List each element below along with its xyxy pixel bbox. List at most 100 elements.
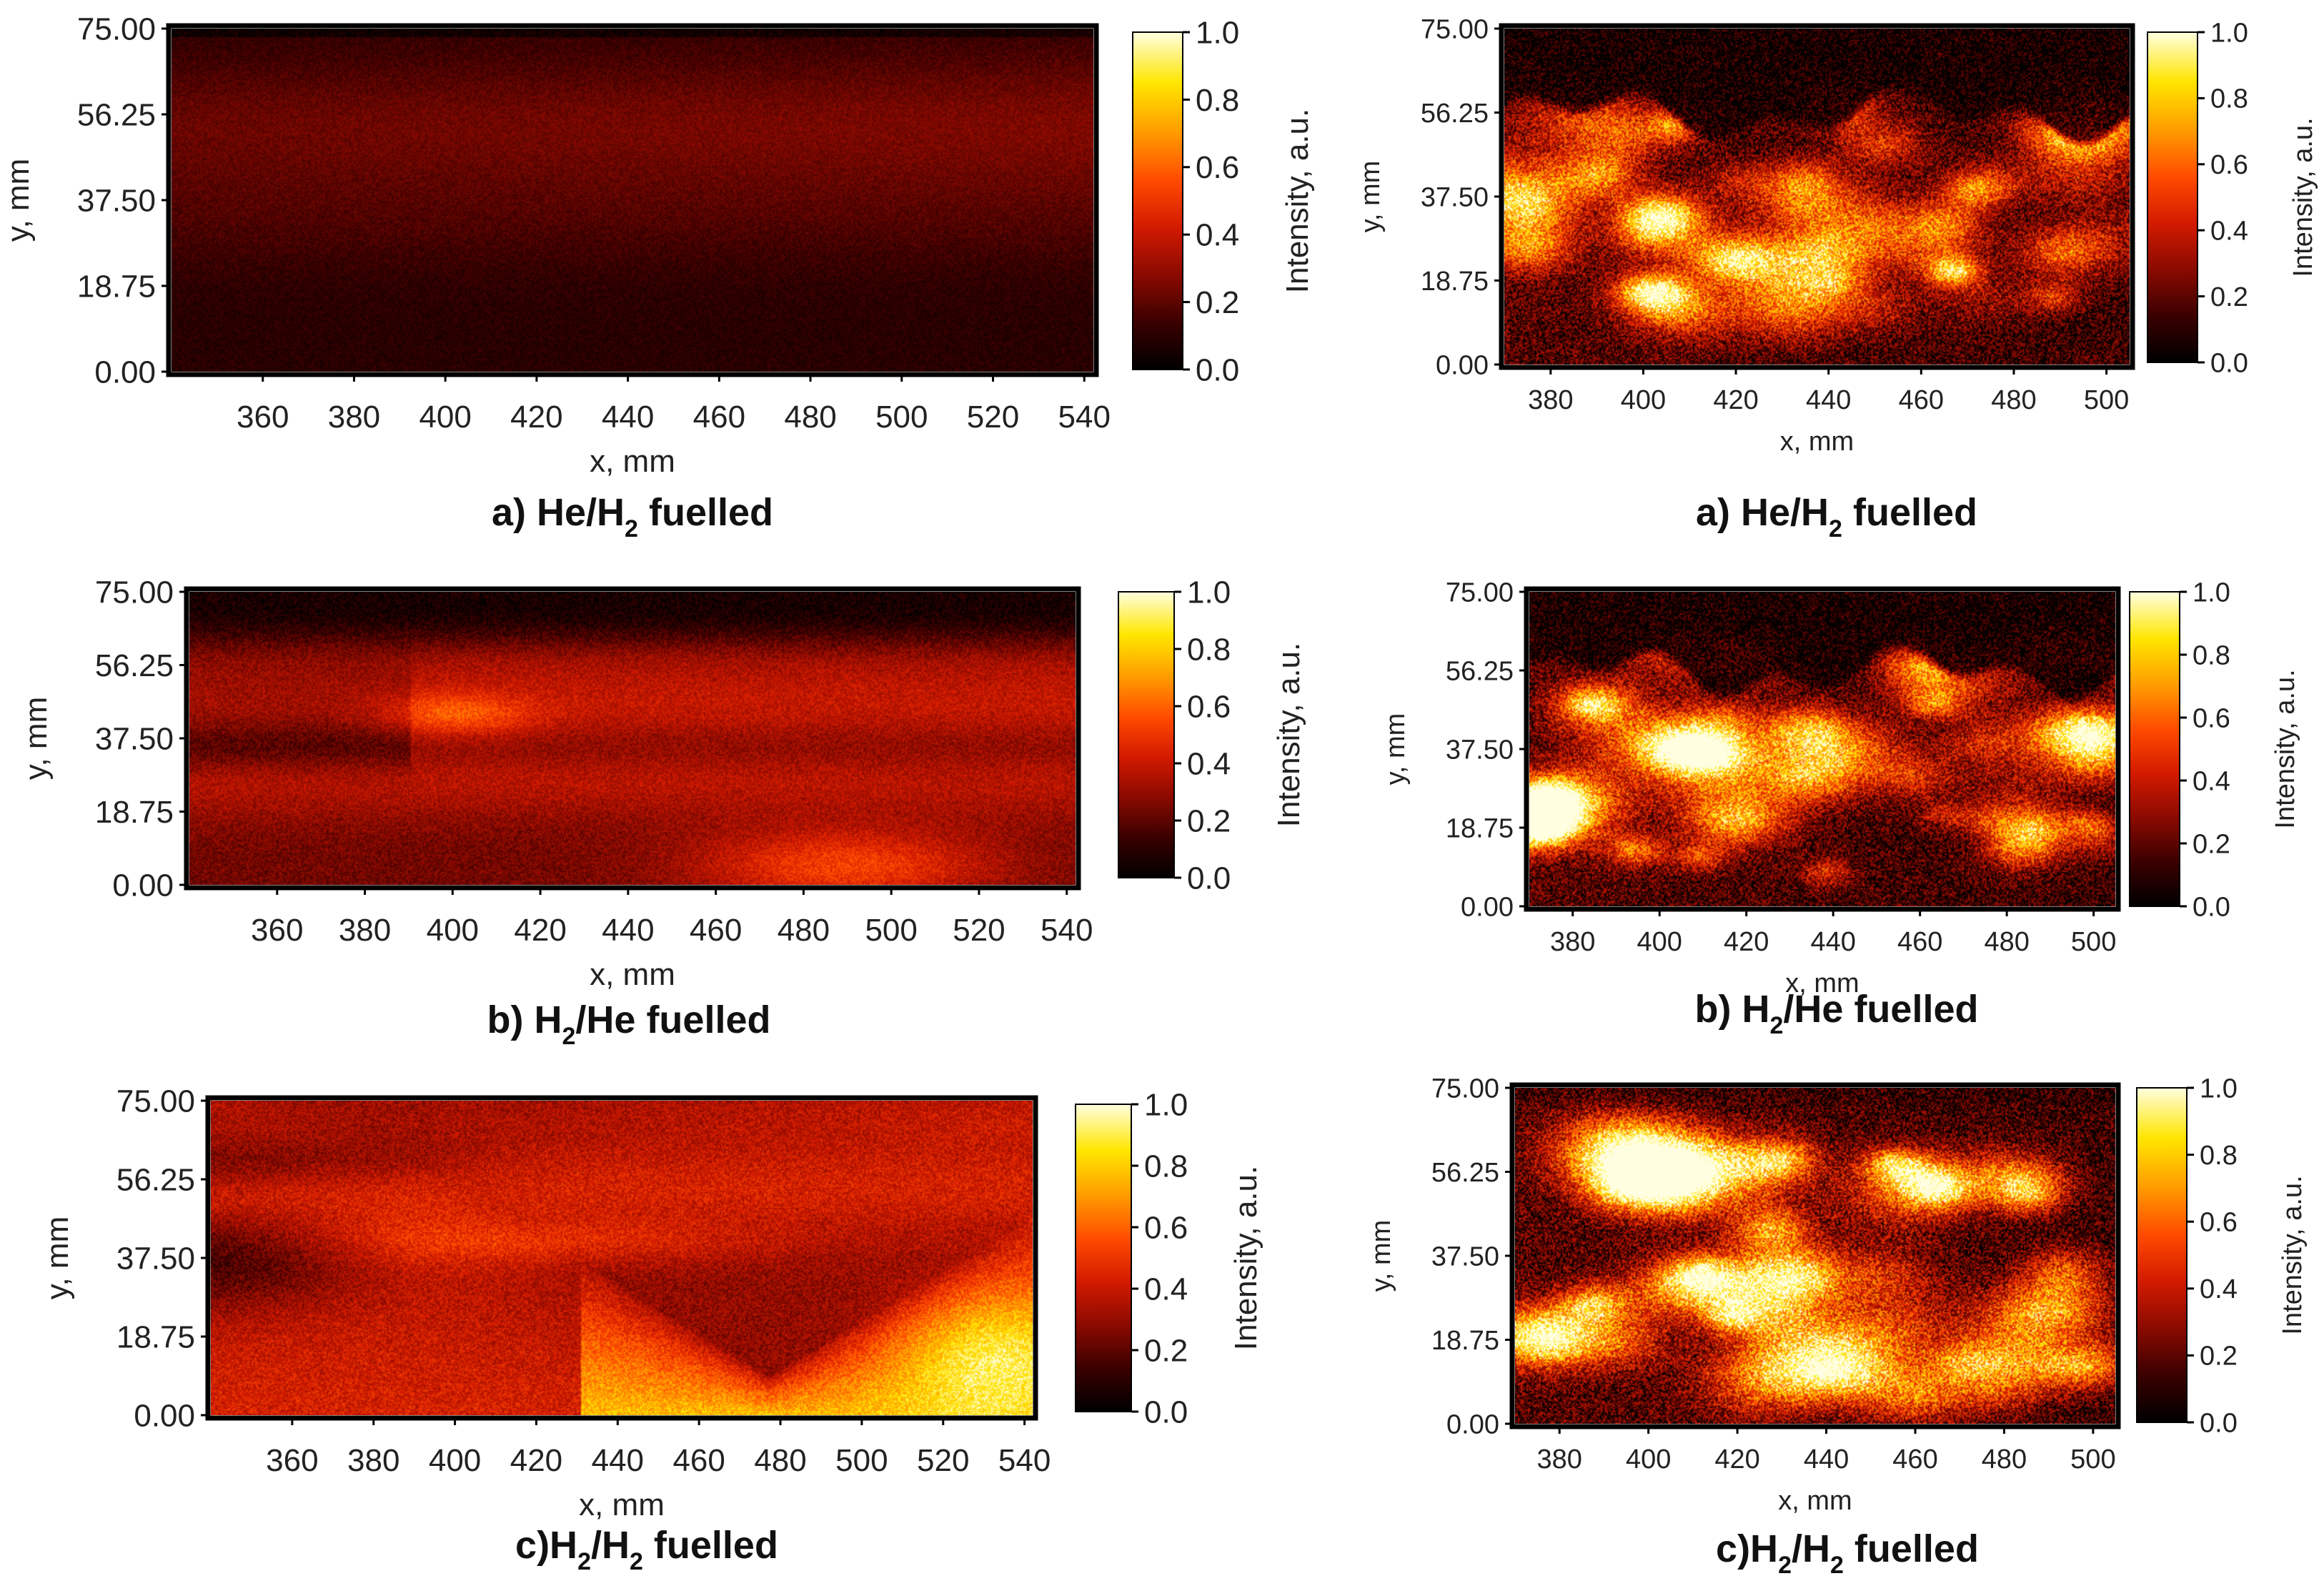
x-tick-label: 540	[1058, 400, 1111, 435]
y-tick-label: 0.00	[1436, 350, 1489, 380]
x-axis-label: x, mm	[1778, 1486, 1852, 1516]
y-tick-label: 56.25	[1431, 1158, 1499, 1188]
x-tick-label: 440	[602, 913, 654, 948]
x-tick-label: 380	[347, 1443, 399, 1478]
y-tick-label: 56.25	[77, 97, 156, 132]
colorbar-tick-label: 0.0	[2210, 348, 2248, 378]
heatmap-panel-left-b: 360 380 400 420 440 460 480 500 520 540 0.00 18.75 3…	[19, 575, 1306, 1050]
heatmap-panel-right-a: 380 400 420 440 460 480 500 0.00 18.75 37.50 56.25…	[1356, 14, 2318, 542]
x-tick-label: 360	[266, 1443, 318, 1478]
x-tick-label: 400	[1621, 385, 1666, 415]
panel-caption: a) He/H2 fuelled	[492, 491, 773, 542]
colorbar-tick-label: 0.6	[2200, 1208, 2238, 1238]
colorbar-tick-label: 0.4	[2200, 1274, 2238, 1304]
colorbar-tick-label: 0.6	[1187, 689, 1231, 724]
y-tick-label: 0.00	[112, 868, 174, 903]
x-tick-label: 460	[1899, 385, 1944, 415]
x-tick-label: 540	[998, 1443, 1051, 1478]
y-axis-label: y, mm	[40, 1216, 75, 1300]
x-tick-label: 520	[967, 400, 1019, 435]
colorbar-tick-label: 0.2	[1187, 803, 1231, 838]
y-tick-label: 18.75	[1446, 813, 1514, 843]
colorbar	[1118, 591, 1175, 878]
x-tick-label: 500	[2084, 385, 2129, 415]
y-tick-label: 56.25	[116, 1162, 195, 1197]
colorbar-tick-label: 1.0	[1196, 15, 1239, 50]
x-tick-label: 380	[328, 400, 380, 435]
x-tick-label: 360	[237, 400, 289, 435]
x-tick-label: 480	[1982, 1444, 2027, 1475]
y-tick-label: 37.50	[116, 1241, 195, 1276]
y-tick-label: 18.75	[95, 795, 174, 830]
x-tick-label: 420	[1714, 1444, 1759, 1475]
y-tick-label: 56.25	[1421, 99, 1489, 129]
x-tick-label: 380	[1537, 1444, 1582, 1475]
colorbar-tick-label: 0.2	[1196, 285, 1239, 320]
colorbar-tick-label: 1.0	[2210, 18, 2248, 48]
heatmap-image	[211, 1101, 1033, 1415]
x-tick-label: 520	[917, 1443, 969, 1478]
y-tick-label: 56.25	[95, 648, 174, 683]
colorbar-label: Intensity, a.u.	[1271, 643, 1306, 827]
colorbar-label: Intensity, a.u.	[2278, 1175, 2308, 1334]
heatmap-panel-left-c: 360 380 400 420 440 460 480 500 520 540 0.00 18.75 3…	[40, 1084, 1263, 1575]
y-tick-label: 18.75	[77, 269, 156, 304]
x-tick-label: 500	[835, 1443, 888, 1478]
x-tick-label: 460	[1892, 1444, 1937, 1475]
colorbar	[2147, 31, 2198, 363]
colorbar-label: Intensity, a.u.	[2288, 117, 2318, 277]
colorbar-tick-label: 0.0	[2193, 892, 2230, 922]
x-tick-label: 500	[2071, 927, 2116, 957]
y-tick-label: 18.75	[1421, 267, 1489, 297]
y-tick-label: 37.50	[77, 183, 156, 218]
colorbar-label: Intensity, a.u.	[1228, 1166, 1263, 1350]
panel-caption: c)H2/H2 fuelled	[515, 1524, 778, 1575]
heatmap-panel-right-b: 380 400 420 440 460 480 500 0.00 18.75 37.50 56.25…	[1381, 578, 2300, 1039]
y-tick-label: 0.00	[1446, 1409, 1499, 1439]
panel-caption: a) He/H2 fuelled	[1696, 491, 1977, 542]
x-tick-label: 460	[672, 1443, 725, 1478]
x-tick-label: 480	[754, 1443, 806, 1478]
x-axis-label: x, mm	[590, 444, 675, 479]
colorbar-tick-label: 0.0	[2200, 1408, 2238, 1438]
x-tick-label: 400	[419, 400, 471, 435]
colorbar-tick-label: 0.6	[1196, 150, 1239, 185]
y-tick-label: 37.50	[1446, 735, 1514, 765]
y-tick-label: 18.75	[116, 1319, 195, 1354]
colorbar-tick-label: 0.6	[1144, 1210, 1188, 1245]
x-tick-label: 520	[953, 913, 1005, 948]
colorbar-tick-label: 0.4	[1144, 1272, 1188, 1307]
x-tick-label: 440	[592, 1443, 644, 1478]
colorbar	[1132, 31, 1183, 370]
x-tick-label: 500	[865, 913, 917, 948]
y-tick-label: 37.50	[95, 721, 174, 756]
heatmap-panel-left-a: 360 380 400 420 440 460 480 500 520 540 0.00 18.75 3…	[1, 11, 1315, 542]
x-tick-label: 420	[514, 913, 566, 948]
y-tick-label: 0.00	[1461, 892, 1514, 922]
x-tick-label: 480	[1991, 385, 2036, 415]
colorbar-tick-label: 0.4	[1187, 746, 1231, 781]
colorbar-tick-label: 0.2	[2200, 1342, 2238, 1372]
colorbar-tick-label: 1.0	[1187, 575, 1231, 610]
colorbar-tick-label: 0.6	[2210, 150, 2248, 180]
x-tick-label: 540	[1041, 913, 1093, 948]
x-tick-label: 500	[2070, 1444, 2115, 1475]
heatmap-panel-right-c: 380 400 420 440 460 480 500 0.00 18.75 37.50 56.25…	[1366, 1074, 2308, 1579]
x-tick-label: 400	[427, 913, 479, 948]
colorbar-label: Intensity, a.u.	[1280, 109, 1315, 293]
y-tick-label: 56.25	[1446, 656, 1514, 686]
colorbar-tick-label: 1.0	[2193, 578, 2230, 608]
colorbar-tick-label: 0.0	[1196, 352, 1239, 387]
x-tick-label: 360	[251, 913, 303, 948]
x-tick-label: 480	[1984, 927, 2029, 957]
colorbar-tick-label: 0.8	[2210, 84, 2248, 114]
x-tick-label: 400	[1626, 1444, 1671, 1475]
x-tick-label: 400	[1637, 927, 1682, 957]
x-tick-label: 500	[875, 400, 928, 435]
x-tick-label: 440	[1810, 927, 1855, 957]
y-tick-label: 75.00	[1431, 1074, 1499, 1104]
colorbar-label: Intensity, a.u.	[2270, 669, 2300, 828]
colorbar	[1075, 1104, 1132, 1412]
colorbar-tick-label: 1.0	[2200, 1074, 2238, 1104]
